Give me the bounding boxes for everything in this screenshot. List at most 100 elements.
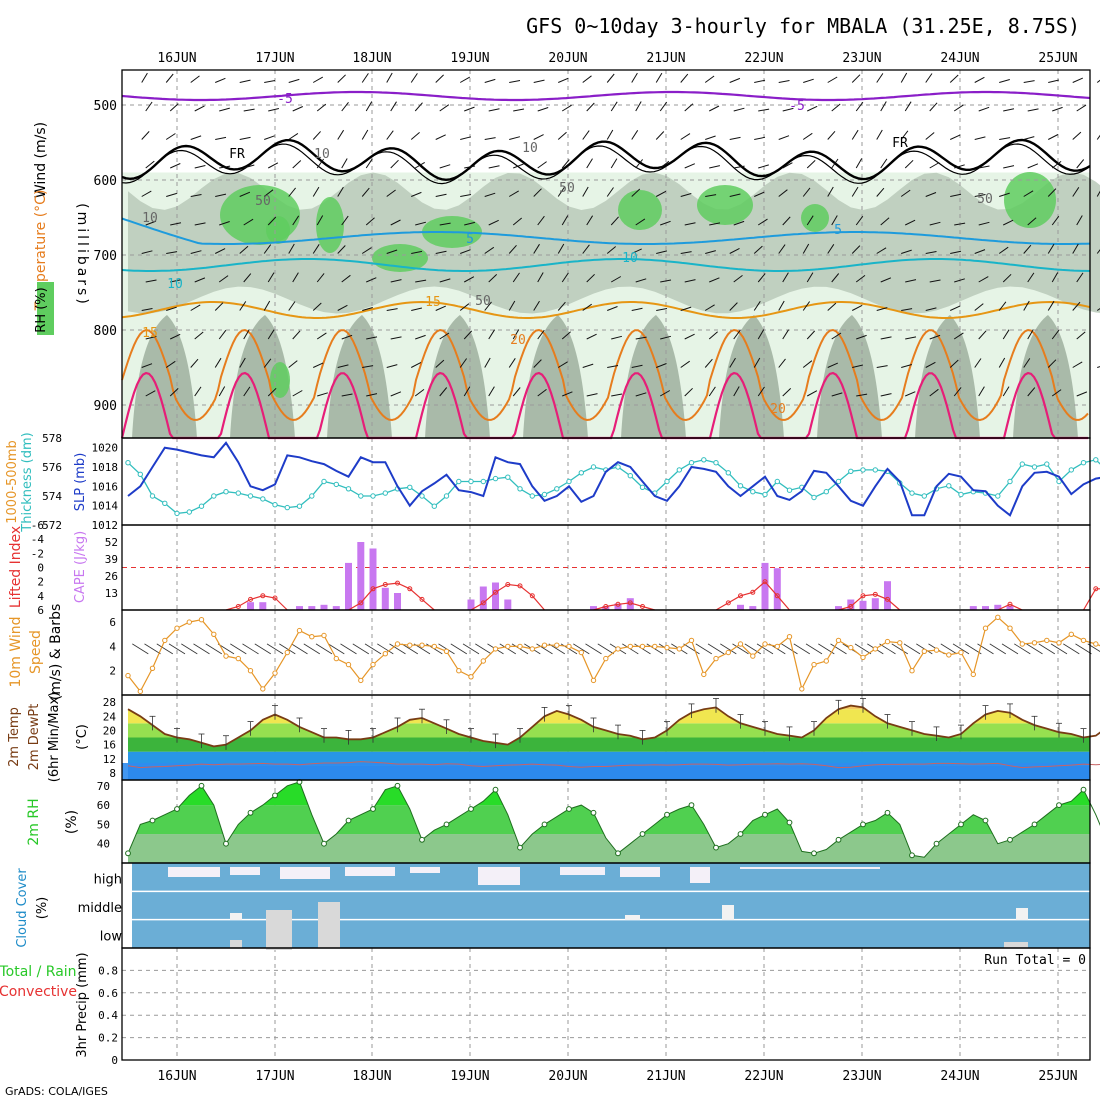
wind-barb-upper xyxy=(606,187,614,197)
wind-barb-10m xyxy=(475,643,492,655)
wind-barb-upper xyxy=(974,76,985,83)
label-upper-temp: Temperature (°C) xyxy=(33,190,49,312)
wind-barb-upper xyxy=(1048,79,1060,83)
wind-barb-upper xyxy=(263,300,271,311)
wind-barb-upper xyxy=(439,332,450,340)
cape-bar xyxy=(590,606,597,610)
rh2m-point xyxy=(958,821,964,828)
rh-humid-blob xyxy=(1004,172,1056,228)
y-tick-temp2m: 16 xyxy=(103,739,116,752)
wind-barb-upper xyxy=(905,219,916,226)
wind-barb-upper xyxy=(411,191,422,197)
wind-barb-upper xyxy=(190,250,202,254)
y-tick-rh2m: 50 xyxy=(97,818,110,831)
wind-barb-upper xyxy=(435,305,447,311)
wind-barb-upper xyxy=(312,131,321,140)
rh2m-point xyxy=(541,821,548,828)
wind-barb-upper xyxy=(533,359,542,368)
wind10-speed-line-point xyxy=(149,665,156,671)
wind-barb-upper xyxy=(684,279,696,283)
thickness-line-point xyxy=(578,470,584,476)
wind-barb-upper xyxy=(1076,331,1086,340)
wind-barb-upper xyxy=(190,135,202,140)
thickness-line-point xyxy=(1031,464,1038,470)
wind-barb-upper xyxy=(1003,219,1014,226)
rh2m-point xyxy=(321,840,327,847)
wind-barb-upper xyxy=(141,190,152,197)
wind-barb-10m xyxy=(793,643,811,655)
cape-bar xyxy=(626,598,634,610)
thickness-line-point xyxy=(750,489,756,495)
wind-barb-upper xyxy=(831,392,843,397)
wind-barb-upper xyxy=(341,334,353,340)
wind10-speed-line-point xyxy=(762,641,768,647)
wind-barb-upper xyxy=(537,107,549,112)
cloud-mid-patch xyxy=(625,915,640,920)
wind-barb-upper xyxy=(704,358,713,368)
lifted-index-line xyxy=(593,602,655,611)
wind10-speed-line-point xyxy=(921,648,927,654)
wind-barb-upper xyxy=(778,300,785,311)
wind-barb-upper xyxy=(537,161,547,169)
wind-barb-upper xyxy=(141,250,153,254)
wind10-speed-line-point xyxy=(872,646,878,652)
wind10-speed-line-point xyxy=(615,646,621,652)
lifted-index-point xyxy=(407,586,413,592)
wind-barb-upper xyxy=(851,186,859,197)
wind-barb-10m xyxy=(303,643,321,655)
wind-barb-upper xyxy=(1072,361,1083,368)
wind-barb-upper xyxy=(562,391,573,397)
wind-barb-upper xyxy=(978,106,990,112)
wind10-speed-line-point xyxy=(946,652,952,658)
wind-barb-upper xyxy=(170,163,181,169)
wind-barb-10m xyxy=(401,643,419,655)
wind-barb-10m xyxy=(744,643,762,655)
wind-barb-upper xyxy=(660,335,672,340)
cape-bar xyxy=(296,606,303,610)
wind-barb-upper xyxy=(292,330,301,340)
wind-barb-upper xyxy=(880,393,892,397)
cape-bar xyxy=(345,562,352,610)
wind-barb-upper xyxy=(1023,244,1032,254)
thickness-line-point xyxy=(260,496,266,502)
wind-barb-upper xyxy=(312,302,322,311)
wind-barb-upper xyxy=(439,278,451,283)
wind-barb-upper xyxy=(1047,359,1057,368)
wind10-speed-line-point xyxy=(174,625,180,631)
lifted-index-line xyxy=(838,593,901,611)
wind-barb-upper xyxy=(292,390,303,397)
wind-barb-upper xyxy=(582,244,590,254)
wind-barb-upper xyxy=(513,108,525,112)
wind-barb-upper xyxy=(533,134,544,140)
wind10-speed-line-point xyxy=(247,668,254,674)
wind-barb-upper xyxy=(214,357,222,368)
date-label-bottom: 23JUN xyxy=(842,1069,881,1084)
thickness-line-point xyxy=(125,460,131,466)
wind-barb-upper xyxy=(292,272,299,283)
wind-barb-upper xyxy=(1027,108,1039,112)
cloud-level-low: low xyxy=(100,929,123,944)
wind-barb-upper xyxy=(704,75,715,83)
wind10-speed-line-point xyxy=(566,643,572,650)
wind-barb-upper xyxy=(243,329,250,340)
y-tick-slp: 1018 xyxy=(92,461,119,474)
wind-barb-upper xyxy=(386,308,398,311)
wind-barb-upper xyxy=(635,159,643,169)
wind-barb-upper xyxy=(659,390,671,397)
wind-barb-upper xyxy=(267,387,277,397)
wind-barb-10m xyxy=(879,643,896,655)
thickness-line-point xyxy=(835,478,842,485)
wind-barb-upper xyxy=(610,101,618,112)
wind-barb-upper xyxy=(733,386,740,397)
wind-barb-upper xyxy=(901,249,912,254)
wind-barb-upper xyxy=(978,386,985,397)
cloud-high-gap xyxy=(280,867,330,879)
wind-barb-upper xyxy=(267,329,275,340)
wind-barb-upper xyxy=(165,133,176,140)
wind-barb-10m xyxy=(830,643,847,655)
wind-barb-upper xyxy=(537,215,545,226)
cape-bar xyxy=(1006,606,1014,610)
wind-barb-upper xyxy=(513,163,524,169)
wind-barb-upper xyxy=(831,332,842,340)
wind-barb-upper xyxy=(537,272,544,283)
